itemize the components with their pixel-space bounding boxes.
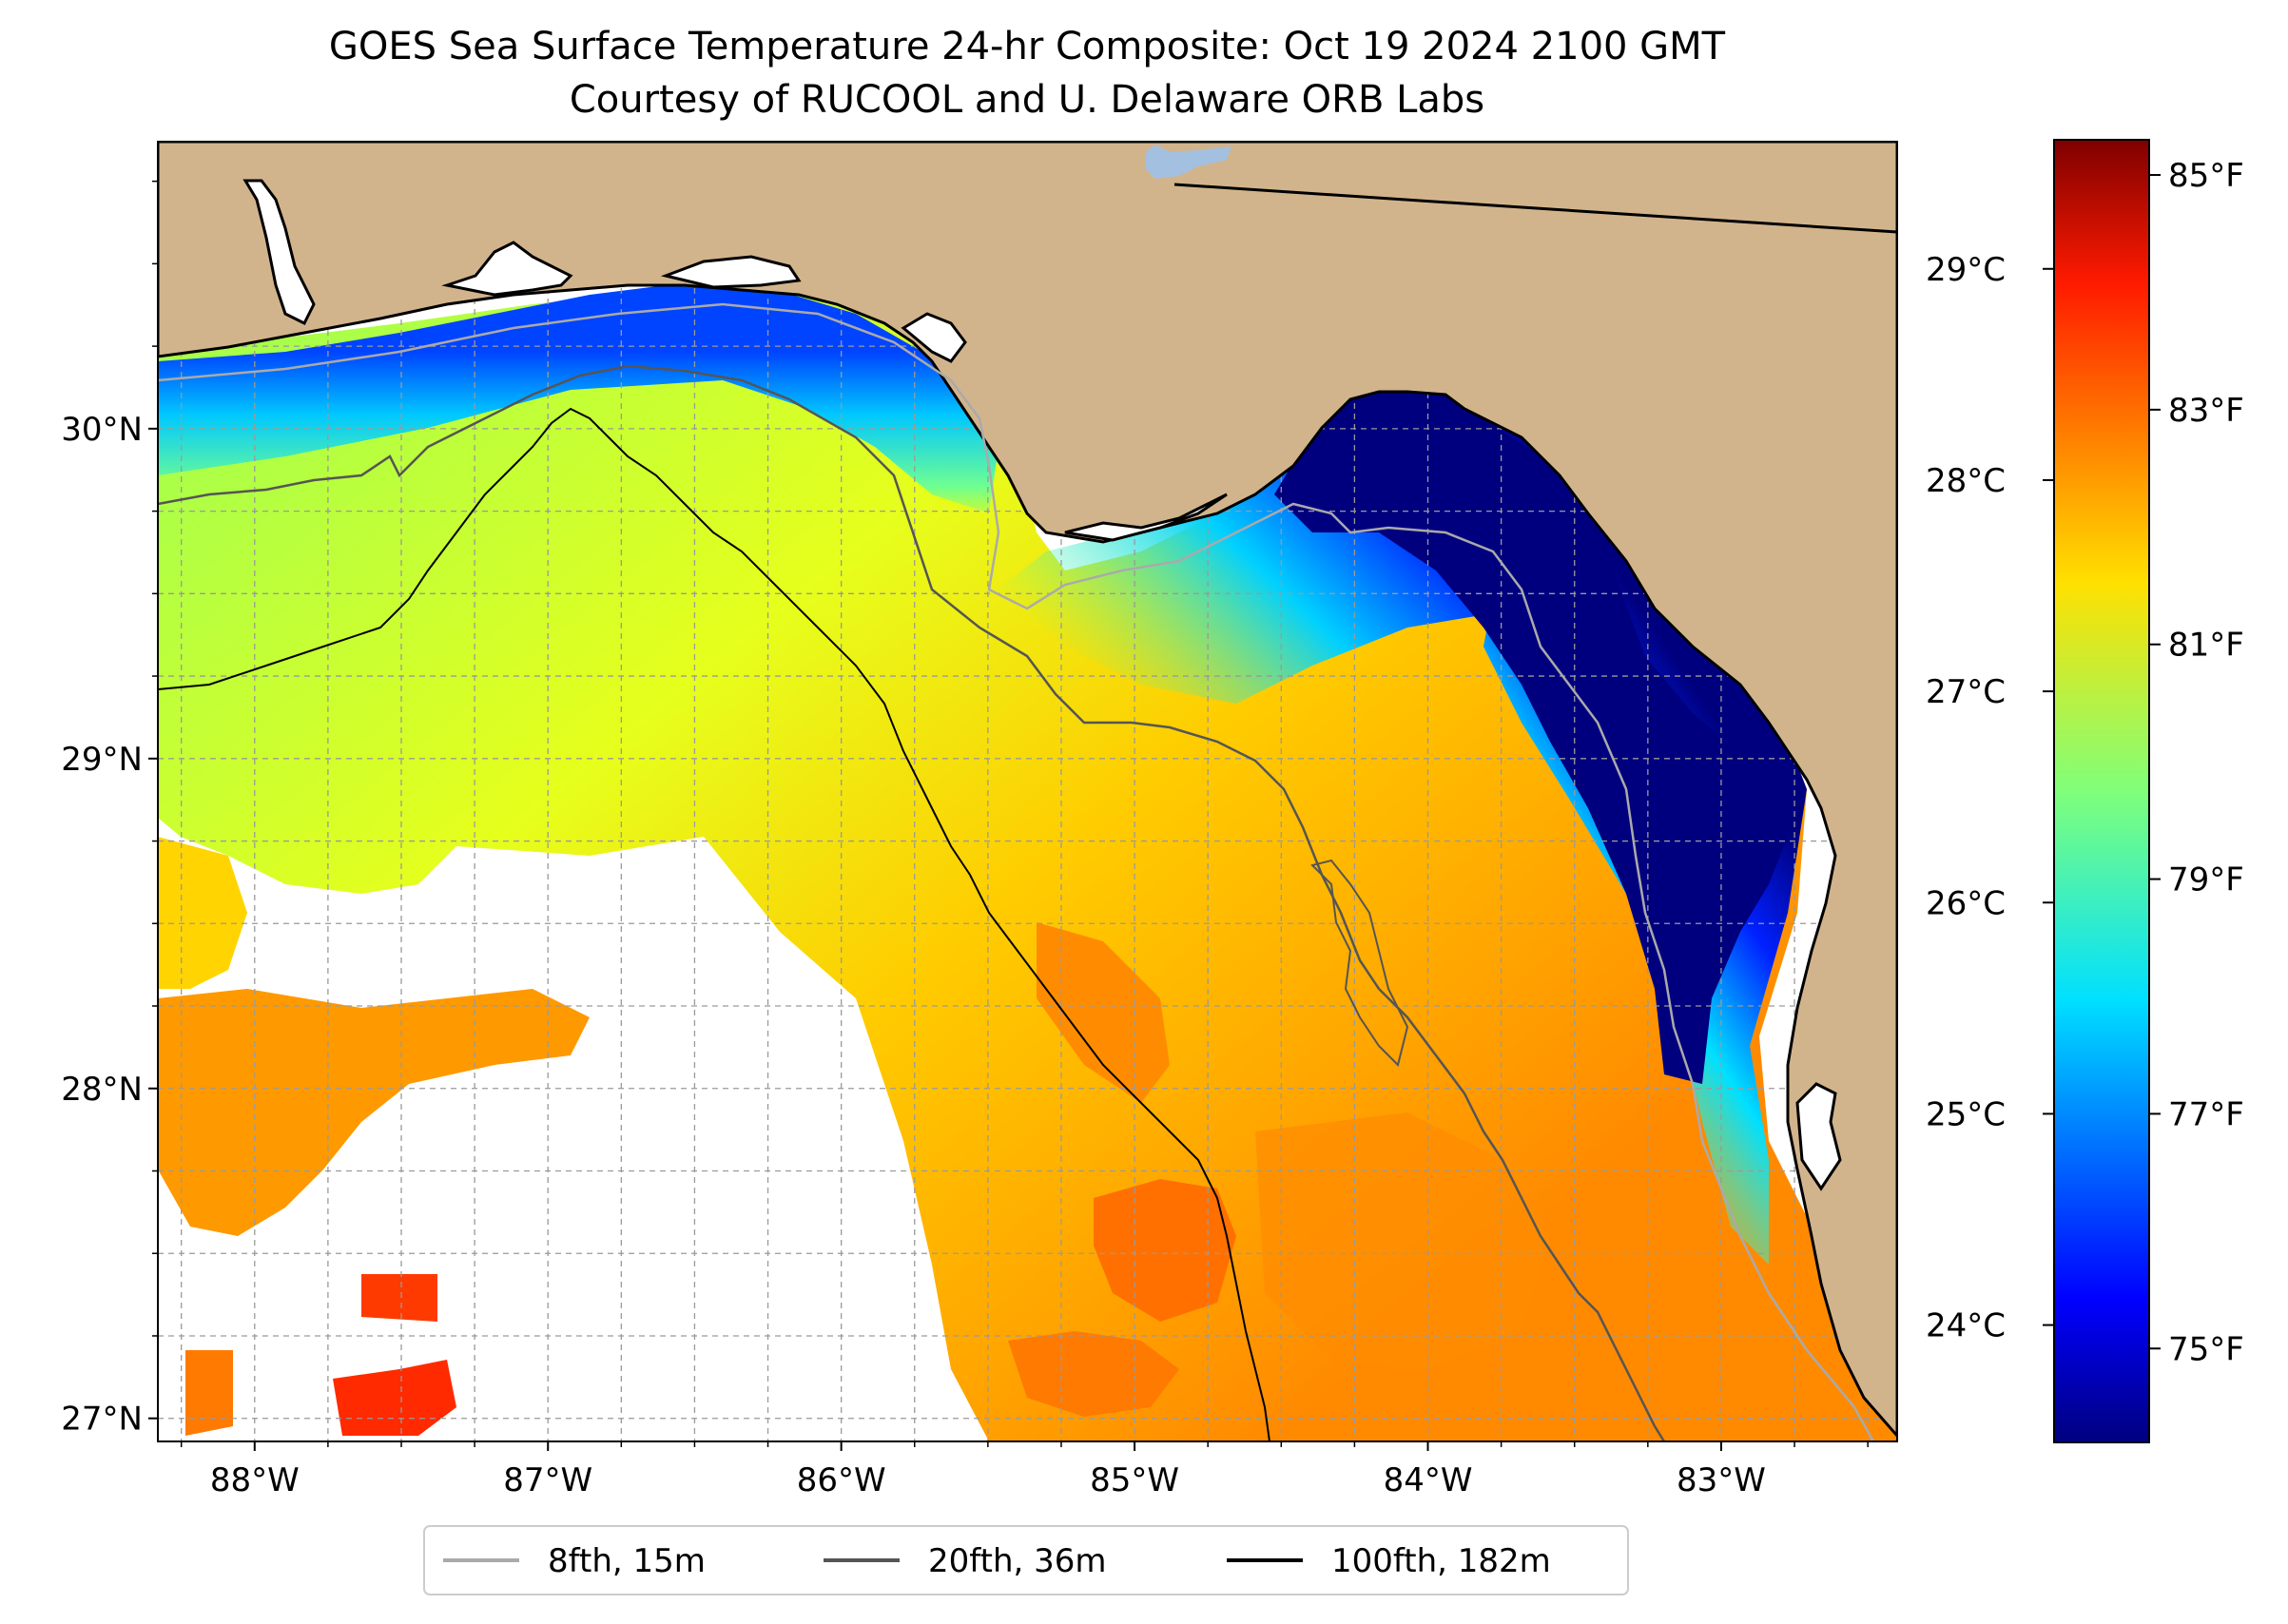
- lat-tick-label: 27°N: [61, 1401, 143, 1439]
- lon-tick-label: 87°W: [503, 1461, 592, 1499]
- colorbar: 29°C 28°C 27°C 26°C 25°C 24°C 85°F 83°F 81°F 79°…: [1926, 139, 2244, 1443]
- sst-west-warm-patch: [158, 989, 590, 1236]
- sst-south-patch-2: [1094, 1179, 1236, 1322]
- chart-title: GOES Sea Surface Temperature 24-hr Compo…: [329, 25, 1726, 68]
- sst-orange-patch: [185, 1350, 233, 1436]
- legend-label: 100fth, 182m: [1331, 1542, 1551, 1580]
- fahrenheit-tick-label: 85°F: [2168, 157, 2244, 195]
- lon-tick-label: 83°W: [1677, 1461, 1766, 1499]
- map-panel: 88°W 87°W 86°W 85°W 84°W 83°W 30°N 29°N 28°N 27°…: [61, 141, 1898, 1499]
- pensacola-bay: [441, 241, 573, 297]
- st-george-sound: [1064, 493, 1228, 542]
- lon-tick-label: 88°W: [210, 1461, 300, 1499]
- legend-item: 8fth, 15m: [443, 1542, 706, 1580]
- sst-west-warm-patch-2: [158, 837, 247, 989]
- tampa-bay: [1795, 1082, 1842, 1191]
- isobaths: [158, 302, 1875, 1441]
- colorbar-celsius-axis: 29°C 28°C 27°C 26°C 25°C 24°C: [1926, 251, 2054, 1345]
- legend-box: [423, 1525, 1629, 1595]
- lat-tick-label: 29°N: [61, 741, 143, 779]
- sst-red-patch-2: [361, 1274, 437, 1322]
- chart-subtitle: Courtesy of RUCOOL and U. Delaware ORB L…: [570, 78, 1484, 122]
- lat-tick-label: 30°N: [61, 411, 143, 449]
- sst-orange-south-shelf: [1255, 1112, 1550, 1369]
- lon-tick-label: 86°W: [797, 1461, 886, 1499]
- choctawhatchee-bay: [660, 255, 802, 289]
- sst-south-patch: [1008, 1331, 1179, 1417]
- celsius-tick-label: 28°C: [1926, 462, 2006, 500]
- legend-label: 8fth, 15m: [548, 1542, 706, 1580]
- lon-tick-label: 85°W: [1090, 1461, 1179, 1499]
- fahrenheit-tick-label: 75°F: [2168, 1330, 2244, 1368]
- state-border: [1173, 183, 1897, 234]
- latitude-axis: 30°N 29°N 28°N 27°N: [61, 180, 158, 1439]
- land: [158, 142, 1897, 1439]
- sst-red-patch: [333, 1360, 456, 1436]
- colorbar-gradient: [2053, 139, 2150, 1443]
- isobath-8fth: [158, 302, 1875, 1441]
- map-frame: [157, 141, 1898, 1442]
- celsius-tick-label: 29°C: [1926, 251, 2006, 289]
- celsius-tick-label: 27°C: [1926, 673, 2006, 711]
- sst-orange-mid: [1037, 922, 1170, 1103]
- legend-item: 20fth, 36m: [824, 1542, 1107, 1580]
- celsius-tick-label: 25°C: [1926, 1095, 2006, 1133]
- fahrenheit-tick-label: 83°F: [2168, 392, 2244, 430]
- sst-coastal-band: [158, 285, 999, 513]
- celsius-tick-label: 26°C: [1926, 884, 2006, 922]
- lon-tick-label: 84°W: [1384, 1461, 1473, 1499]
- colorbar-fahrenheit-axis: 85°F 83°F 81°F 79°F 77°F 75°F: [2149, 157, 2244, 1368]
- fahrenheit-tick-label: 77°F: [2168, 1095, 2244, 1133]
- sst-field: [158, 285, 1897, 1441]
- isobath-20fth-islands: [1310, 859, 1409, 1067]
- isobath-100fth: [158, 407, 1270, 1441]
- lake-seminole: [1146, 145, 1231, 179]
- legend-item: 100fth, 182m: [1227, 1542, 1551, 1580]
- mobile-bay: [242, 179, 316, 326]
- celsius-tick-label: 24°C: [1926, 1307, 2006, 1345]
- legend-label: 20fth, 36m: [928, 1542, 1107, 1580]
- fahrenheit-tick-label: 79°F: [2168, 861, 2244, 899]
- lat-tick-label: 28°N: [61, 1071, 143, 1109]
- sst-nearshore-coldest: [1274, 385, 1788, 1084]
- legend: 8fth, 15m 20fth, 36m 100fth, 182m: [423, 1525, 1629, 1595]
- apalachee-bay-inlet: [901, 312, 967, 363]
- longitude-axis: 88°W 87°W 86°W 85°W 84°W 83°W: [180, 1441, 1869, 1499]
- fahrenheit-tick-label: 81°F: [2168, 627, 2244, 665]
- isobath-20fth: [158, 364, 1666, 1441]
